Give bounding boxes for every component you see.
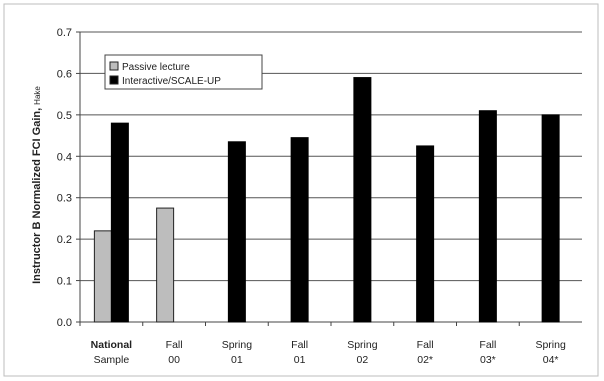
bar-passive-lecture [156,207,175,323]
outer-border [3,3,599,377]
bar-interactive-scale-up [110,122,129,323]
y-tick-label: 0.2 [57,234,72,246]
x-category-label: 02 [357,354,369,366]
x-category-label: 01 [231,354,243,366]
y-tick-label: 0.6 [57,68,72,80]
x-category-label: 00 [168,354,180,366]
bar-interactive-scale-up [353,77,372,323]
bar-interactive-scale-up [290,137,309,323]
x-category-label: National [91,339,133,351]
x-category-label: Fall [166,339,183,351]
y-tick-label: 0.1 [57,276,72,288]
x-category-label: Sample [94,354,130,366]
bar-interactive-scale-up [227,141,246,323]
y-tick-label: 0.0 [57,317,72,329]
x-category-label: Spring [535,339,566,351]
x-category-label: Spring [222,339,253,351]
x-category-label: 02* [417,354,433,366]
y-tick-label: 0.5 [57,110,72,122]
y-tick-label: 0.3 [57,193,72,205]
y-tick-label: 0.7 [57,27,72,39]
bar-passive-lecture [93,230,112,323]
x-category-label: Fall [417,339,434,351]
legend-label: Passive lecture [122,62,190,73]
legend-swatch [109,75,119,85]
bar-interactive-scale-up [541,114,560,323]
y-axis-label: Instructor B Normalized FCI Gain, Hake [31,86,43,284]
x-category-label: Fall [291,339,308,351]
legend-label: Interactive/SCALE-UP [122,76,221,87]
bar-interactive-scale-up [416,145,435,323]
bar-interactive-scale-up [478,110,497,323]
x-category-label: Spring [347,339,378,351]
legend-box [104,54,263,90]
y-tick-label: 0.4 [57,151,72,163]
x-category-label: Fall [479,339,496,351]
x-category-label: 04* [543,354,559,366]
legend-swatch [109,61,119,71]
x-category-label: 01 [294,354,306,366]
x-category-label: 03* [480,354,496,366]
